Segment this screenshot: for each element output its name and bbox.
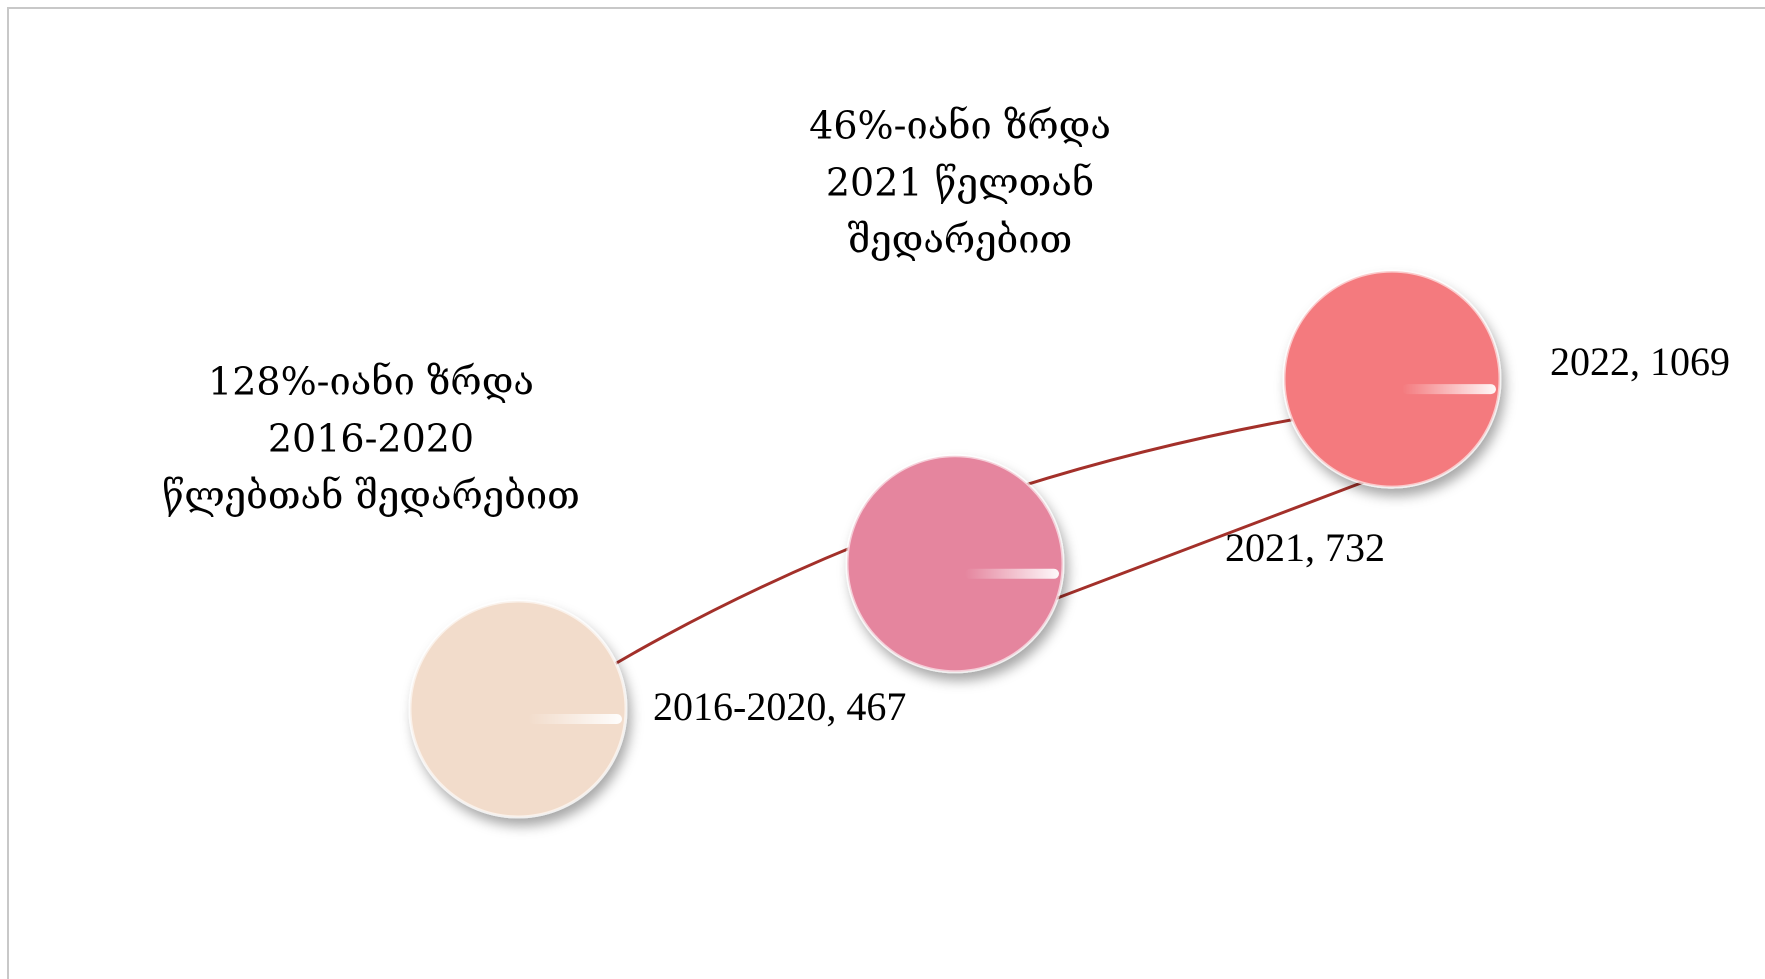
bubble-shine <box>965 568 1059 579</box>
annotation-text: წლებთან შედარებით <box>162 474 580 518</box>
bubble <box>1282 269 1502 489</box>
frame <box>7 7 1765 979</box>
annotation-text: 128%-იანი ზრდა <box>208 360 534 404</box>
bubble-shine <box>1402 384 1496 395</box>
annotation-text: შედარებით <box>848 218 1072 262</box>
data-label: 2016-2020, 467 <box>653 684 906 729</box>
data-label: 2022, 1069 <box>1550 339 1730 384</box>
bubble <box>408 599 628 819</box>
data-label: 2021, 732 <box>1225 525 1385 570</box>
bubble-shine <box>528 714 622 724</box>
annotation-text: 46%-იანი ზრდა <box>809 104 1111 148</box>
bubble <box>845 454 1065 674</box>
annotation-text: 2016-2020 <box>268 417 474 461</box>
annotation-text: 2021 წელთან <box>826 161 1094 205</box>
